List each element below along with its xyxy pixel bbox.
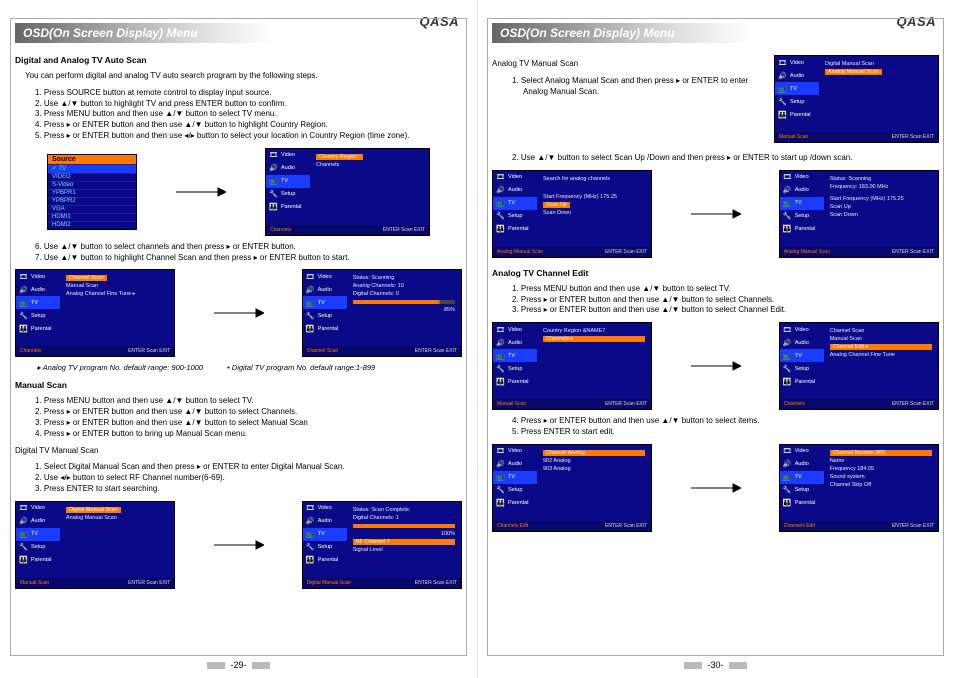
step: 6. Use ▲/▼ button to select channels and… (35, 242, 462, 253)
step: 3. Press ENTER to start searching. (35, 484, 462, 495)
heading-analog-manual: Analog TV Manual Scan (492, 59, 760, 70)
page-frame: OSD(On Screen Display) Menu Digital and … (10, 18, 467, 656)
steps-4: 1. Select Digital Manual Scan and then p… (35, 462, 462, 494)
source-item: YPBPR1 (48, 189, 136, 197)
step: 1. Select Digital Manual Scan and then p… (35, 462, 462, 473)
page-29: QASA OSD(On Screen Display) Menu Digital… (0, 0, 477, 678)
step: 3. Press ▸ or ENTER button and then use … (35, 418, 462, 429)
osd-screenshot: Video Audio TV Setup Parental Digital Ma… (774, 55, 939, 143)
osd-screenshot: Video Audio TV Setup Parental Status: Sc… (302, 501, 462, 589)
step: 3. Press ▸ or ENTER button and then use … (512, 305, 939, 316)
source-item: TV (48, 164, 136, 173)
step: 2. Press ▸ or ENTER button and then use … (35, 407, 462, 418)
step: 2. Use ▲/▼ button to select Scan Up /Dow… (512, 153, 939, 164)
arrow-icon (211, 540, 265, 550)
source-item: S-Video (48, 181, 136, 189)
section-title: OSD(On Screen Display) Menu (492, 23, 751, 43)
arrow-icon (688, 361, 742, 371)
step: 1. Press MENU button and then use ▲/▼ bu… (35, 396, 462, 407)
source-item: HDMI1 (48, 213, 136, 221)
source-title: Source (48, 155, 136, 164)
arrow-icon (173, 187, 229, 197)
arrow-icon (688, 483, 742, 493)
source-dialog: Source TV VIDEO S-Video YPBPR1 YPBPR2 VG… (47, 154, 137, 230)
steps-2: 6. Use ▲/▼ button to select channels and… (35, 242, 462, 264)
osd-screenshot: Video Audio TV Setup Parental Channel Sc… (15, 269, 175, 357)
osd-screenshot: Video Audio TV Setup Parental Country Re… (265, 148, 430, 236)
osd-screenshot: Video Audio TV Setup Parental Search for… (492, 170, 652, 258)
source-item: VGA (48, 205, 136, 213)
heading-channel-edit: Analog TV Channel Edit (492, 268, 939, 278)
step: 1. Select Analog Manual Scan and then pr… (512, 76, 760, 98)
step: 3. Press MENU button and then use ▲/▼ bu… (35, 109, 462, 120)
source-item: VIDEO (48, 173, 136, 181)
intro-text: You can perform digital and analog TV au… (25, 71, 462, 82)
osd-screenshot: Video Audio TV Setup Parental Status: Sc… (302, 269, 462, 357)
step: 1. Press SOURCE button at remote control… (35, 88, 462, 99)
source-item: HDMI2 (48, 221, 136, 229)
step: 2. Press ▸ or ENTER button and then use … (512, 295, 939, 306)
osd-screenshot: Video Audio TV Setup Parental Country Re… (492, 322, 652, 410)
osd-screenshot: Video Audio TV Setup Parental Digital Ma… (15, 501, 175, 589)
step: 1. Press MENU button and then use ▲/▼ bu… (512, 284, 939, 295)
note: ▸ Analog TV program No. default range: 9… (37, 363, 462, 372)
heading-digital-manual: Digital TV Manual Scan (15, 446, 462, 457)
osd-screenshot: Video Audio TV Setup Parental Channel An… (492, 444, 652, 532)
page-30: QASA OSD(On Screen Display) Menu Analog … (477, 0, 954, 678)
steps-1: 1. Press SOURCE button at remote control… (35, 88, 462, 142)
steps-r2: 2. Use ▲/▼ button to select Scan Up /Dow… (512, 153, 939, 164)
step: 4. Press ▸ or ENTER button and then use … (35, 120, 462, 131)
heading-manual-scan: Manual Scan (15, 380, 462, 390)
step: 7. Use ▲/▼ button to highlight Channel S… (35, 253, 462, 264)
step: 5. Press ▸ or ENTER button and then use … (35, 131, 462, 142)
page-frame: OSD(On Screen Display) Menu Analog TV Ma… (487, 18, 944, 656)
steps-r4: 4. Press ▸ or ENTER button and then use … (512, 416, 939, 438)
arrow-icon (688, 209, 742, 219)
step: 5. Press ENTER to start edit. (512, 427, 939, 438)
osd-screenshot: Video Audio TV Setup Parental Channel Sc… (779, 322, 939, 410)
step: 2. Use ◂/▸ button to select RF Channel n… (35, 473, 462, 484)
source-item: YPBPR2 (48, 197, 136, 205)
step: 4. Press ▸ or ENTER button to bring up M… (35, 429, 462, 440)
page-number: -29- (0, 660, 477, 670)
heading-auto-scan: Digital and Analog TV Auto Scan (15, 55, 462, 65)
steps-r1: 1. Select Analog Manual Scan and then pr… (512, 76, 760, 98)
osd-screenshot: Video Audio TV Setup Parental Status: Sc… (779, 170, 939, 258)
page-number: -30- (477, 660, 954, 670)
section-title: OSD(On Screen Display) Menu (15, 23, 274, 43)
step: 4. Press ▸ or ENTER button and then use … (512, 416, 939, 427)
step: 2. Use ▲/▼ button to highlight TV and pr… (35, 99, 462, 110)
steps-3: 1. Press MENU button and then use ▲/▼ bu… (35, 396, 462, 439)
osd-screenshot: Video Audio TV Setup Parental Channel Nu… (779, 444, 939, 532)
steps-r3: 1. Press MENU button and then use ▲/▼ bu… (512, 284, 939, 316)
arrow-icon (211, 308, 265, 318)
